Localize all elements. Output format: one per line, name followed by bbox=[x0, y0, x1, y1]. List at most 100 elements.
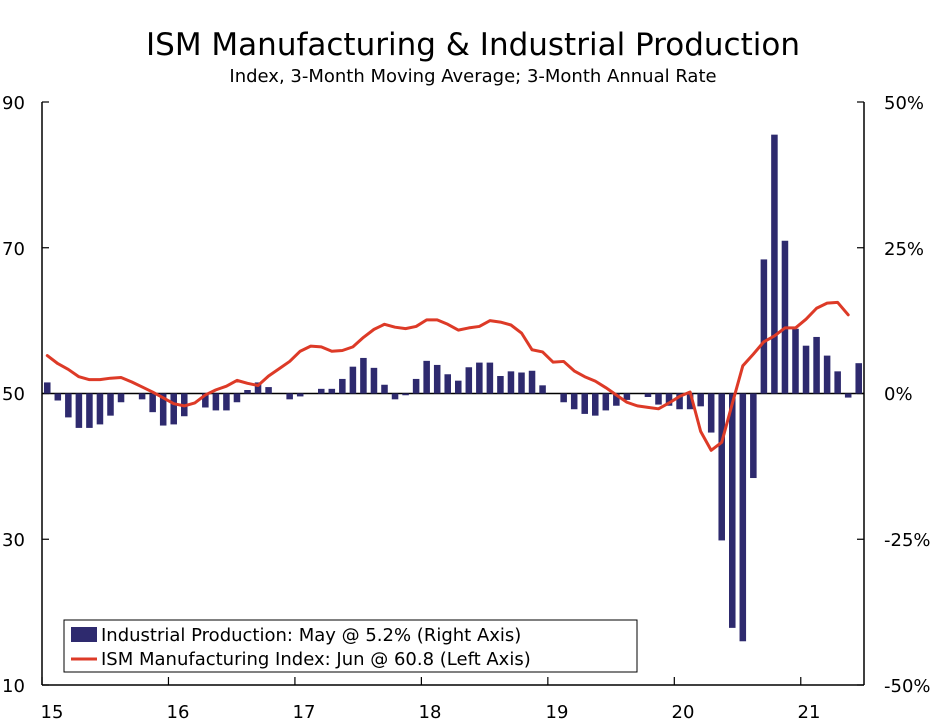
ip-bar bbox=[750, 393, 757, 479]
ip-bar bbox=[412, 378, 420, 394]
ip-bar bbox=[539, 385, 546, 394]
ip-bar bbox=[623, 393, 631, 400]
ip-bar bbox=[834, 371, 841, 394]
ip-bar bbox=[729, 393, 736, 628]
ip-bar bbox=[676, 393, 683, 410]
tick-marks bbox=[41, 101, 864, 686]
ip-bar bbox=[465, 367, 473, 394]
chart-title: ISM Manufacturing & Industrial Productio… bbox=[146, 27, 800, 63]
right-tick-label-minus-25: -25% bbox=[884, 530, 931, 551]
ip-bar bbox=[202, 393, 209, 408]
ip-bar bbox=[570, 393, 578, 410]
ip-bar bbox=[476, 362, 483, 394]
ip-bars bbox=[44, 134, 862, 642]
x-tick-label-16: 16 bbox=[167, 702, 190, 723]
ip-bar bbox=[138, 393, 146, 400]
ip-bar bbox=[739, 393, 747, 642]
ip-bar bbox=[381, 384, 388, 394]
ip-bar bbox=[455, 380, 462, 394]
ip-bar bbox=[370, 367, 378, 394]
chart-subtitle: Index, 3-Month Moving Average; 3-Month A… bbox=[229, 66, 716, 87]
ip-bar bbox=[781, 240, 789, 394]
x-axis: 15 16 17 18 19 20 21 bbox=[41, 702, 821, 723]
right-tick-label-25: 25% bbox=[884, 239, 924, 260]
ip-bar bbox=[686, 393, 694, 410]
ip-bar bbox=[792, 328, 799, 394]
ip-bar bbox=[665, 393, 673, 406]
ip-bar bbox=[107, 393, 114, 416]
x-tick-label-17: 17 bbox=[293, 702, 316, 723]
ip-bar bbox=[54, 393, 62, 401]
left-tick-label-50: 50 bbox=[2, 384, 25, 405]
left-tick-label-90: 90 bbox=[2, 93, 25, 114]
ip-bar bbox=[423, 360, 430, 394]
right-tick-label-minus-50: -50% bbox=[884, 676, 931, 697]
x-tick-label-19: 19 bbox=[546, 702, 569, 723]
ip-bar bbox=[518, 372, 525, 394]
ip-bar bbox=[823, 355, 831, 394]
ip-bar bbox=[339, 378, 346, 394]
right-tick-label-50: 50% bbox=[884, 93, 924, 114]
ip-bar bbox=[391, 393, 399, 400]
ip-bar bbox=[86, 393, 93, 428]
ip-bar bbox=[296, 393, 304, 397]
ip-bar bbox=[528, 370, 536, 394]
ip-bar bbox=[655, 393, 662, 405]
ip-bar bbox=[117, 393, 125, 403]
ip-bar bbox=[360, 357, 367, 394]
ip-bar bbox=[433, 364, 441, 394]
ip-bar bbox=[497, 376, 504, 394]
ip-bar bbox=[802, 345, 810, 394]
ism-line bbox=[45, 300, 850, 452]
ip-bar bbox=[771, 134, 778, 394]
ip-bar bbox=[223, 393, 230, 411]
ip-bar bbox=[349, 366, 357, 394]
left-axis: 90 70 50 30 10 bbox=[2, 93, 25, 697]
ip-bar bbox=[581, 393, 588, 414]
ip-bar bbox=[855, 363, 862, 394]
ip-bar bbox=[328, 388, 336, 394]
ip-bar bbox=[96, 393, 104, 425]
right-axis: 50% 25% 0% -25% -50% bbox=[884, 93, 931, 697]
ip-bar bbox=[65, 393, 72, 418]
ip-bar bbox=[486, 362, 494, 394]
ip-bar bbox=[265, 387, 272, 394]
ip-bar bbox=[402, 393, 409, 396]
ip-bar bbox=[707, 393, 715, 433]
ip-bar bbox=[718, 393, 725, 541]
legend-box bbox=[63, 619, 638, 673]
ip-bar bbox=[813, 336, 820, 394]
x-tick-label-21: 21 bbox=[798, 702, 821, 723]
ip-bar bbox=[149, 393, 156, 413]
x-tick-label-18: 18 bbox=[419, 702, 442, 723]
left-tick-label-70: 70 bbox=[2, 239, 25, 260]
x-tick-label-15: 15 bbox=[41, 702, 64, 723]
ip-bar bbox=[75, 393, 83, 428]
left-tick-label-30: 30 bbox=[2, 530, 25, 551]
left-tick-label-10: 10 bbox=[2, 676, 25, 697]
ip-bar bbox=[602, 393, 610, 411]
ip-bar bbox=[244, 390, 251, 394]
right-tick-label-0: 0% bbox=[884, 384, 913, 405]
legend-swatch-ip bbox=[71, 627, 97, 642]
ip-bar bbox=[592, 393, 599, 416]
ip-bar bbox=[844, 393, 852, 398]
legend-label-ip: Industrial Production: May @ 5.2% (Right… bbox=[101, 625, 521, 646]
ip-bar bbox=[760, 259, 768, 394]
ip-bar bbox=[254, 382, 262, 394]
legend-label-ism: ISM Manufacturing Index: Jun @ 60.8 (Lef… bbox=[101, 649, 531, 670]
ip-bar bbox=[44, 382, 51, 394]
ip-bar bbox=[644, 393, 652, 397]
ip-bar bbox=[444, 374, 451, 394]
ip-bar bbox=[613, 393, 620, 406]
ip-bar bbox=[697, 393, 704, 407]
ip-bar bbox=[170, 393, 177, 425]
ip-bar bbox=[286, 393, 293, 400]
ip-bar bbox=[233, 393, 241, 403]
x-tick-label-20: 20 bbox=[672, 702, 695, 723]
ip-bar bbox=[159, 393, 167, 426]
ip-bar bbox=[560, 393, 567, 403]
ip-bar bbox=[318, 388, 325, 394]
ip-bar bbox=[507, 371, 515, 394]
